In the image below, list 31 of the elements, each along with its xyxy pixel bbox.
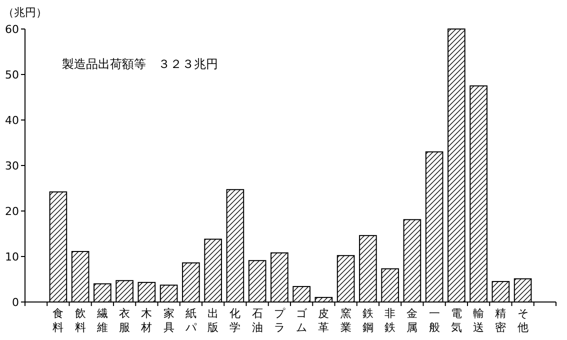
x-tick-label: 繊維 [96, 307, 108, 334]
x-tick-label: 窯業 [340, 307, 352, 334]
x-tick-label: 出版 [208, 307, 219, 334]
y-tick-label: 10 [5, 250, 19, 264]
x-tick-label: 飲料 [74, 307, 86, 334]
x-tick-label: そ他 [517, 307, 528, 334]
annotation: 製造品出荷額等 ３２３兆円 [62, 57, 218, 71]
x-tick-label: 金属 [406, 307, 418, 334]
y-tick-label: 30 [5, 159, 19, 172]
y-tick-label: 20 [5, 204, 19, 218]
y-tick-label: 0 [12, 296, 19, 309]
x-tick-label: 食料 [52, 307, 64, 334]
x-tick-label: 輸送 [473, 307, 484, 334]
y-tick-label: 40 [5, 114, 19, 127]
x-tick-label: 電気 [450, 307, 462, 334]
y-tick-label: 50 [5, 68, 19, 82]
x-tick-label: プラ [274, 307, 286, 334]
x-tick-label: 家具 [163, 307, 174, 334]
x-tick-label: 紙パ [184, 307, 198, 334]
x-tick-label: 化学 [230, 307, 241, 334]
x-tick-label: 鉄鋼 [362, 307, 374, 334]
x-tick-label: ゴム [296, 307, 308, 334]
x-tick-label: 衣服 [119, 307, 130, 334]
x-tick-label: 皮革 [318, 307, 330, 334]
x-tick-label: 精密 [495, 307, 506, 334]
x-tick-label: 非鉄 [384, 307, 396, 334]
x-tick-label: 石油 [252, 307, 263, 334]
y-tick-label: 60 [5, 22, 19, 36]
x-tick-label: 木材 [140, 307, 152, 334]
y-axis-title: （兆円） [3, 6, 47, 19]
x-tick-label: 一般 [428, 307, 440, 334]
